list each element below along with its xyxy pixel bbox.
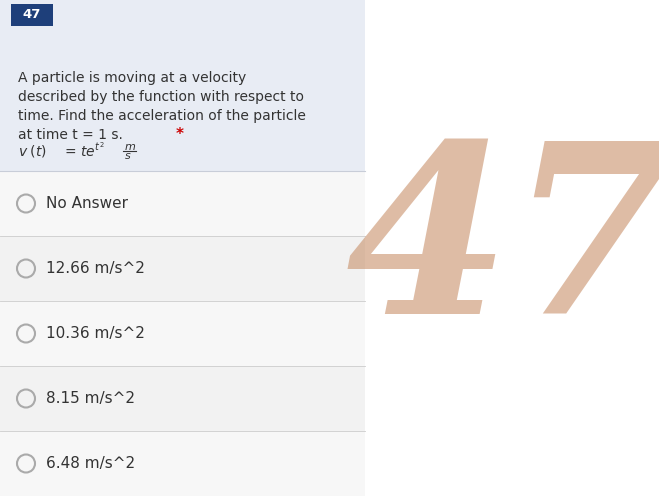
Text: 6.48 m/s^2: 6.48 m/s^2	[46, 456, 135, 471]
Text: A particle is moving at a velocity: A particle is moving at a velocity	[18, 71, 246, 85]
Text: 8.15 m/s^2: 8.15 m/s^2	[46, 391, 135, 406]
Text: No Answer: No Answer	[46, 196, 128, 211]
Text: *: *	[176, 127, 184, 142]
FancyBboxPatch shape	[11, 4, 53, 26]
FancyBboxPatch shape	[0, 236, 365, 301]
Text: $te^{t^2}$: $te^{t^2}$	[80, 142, 105, 160]
Text: 12.66 m/s^2: 12.66 m/s^2	[46, 261, 145, 276]
Text: $m$: $m$	[124, 142, 136, 152]
Text: 10.36 m/s^2: 10.36 m/s^2	[46, 326, 145, 341]
FancyBboxPatch shape	[0, 0, 365, 496]
Text: $s$: $s$	[124, 151, 132, 161]
FancyBboxPatch shape	[0, 171, 365, 236]
FancyBboxPatch shape	[0, 431, 365, 496]
Text: $v\;(t)$: $v\;(t)$	[18, 143, 47, 159]
Text: at time t = 1 s.: at time t = 1 s.	[18, 128, 123, 142]
Text: 47: 47	[346, 133, 659, 363]
FancyBboxPatch shape	[0, 366, 365, 431]
Text: $=$: $=$	[62, 144, 77, 158]
Text: described by the function with respect to: described by the function with respect t…	[18, 90, 304, 104]
Text: time. Find the acceleration of the particle: time. Find the acceleration of the parti…	[18, 109, 306, 123]
FancyBboxPatch shape	[0, 301, 365, 366]
Text: 47: 47	[23, 8, 41, 21]
